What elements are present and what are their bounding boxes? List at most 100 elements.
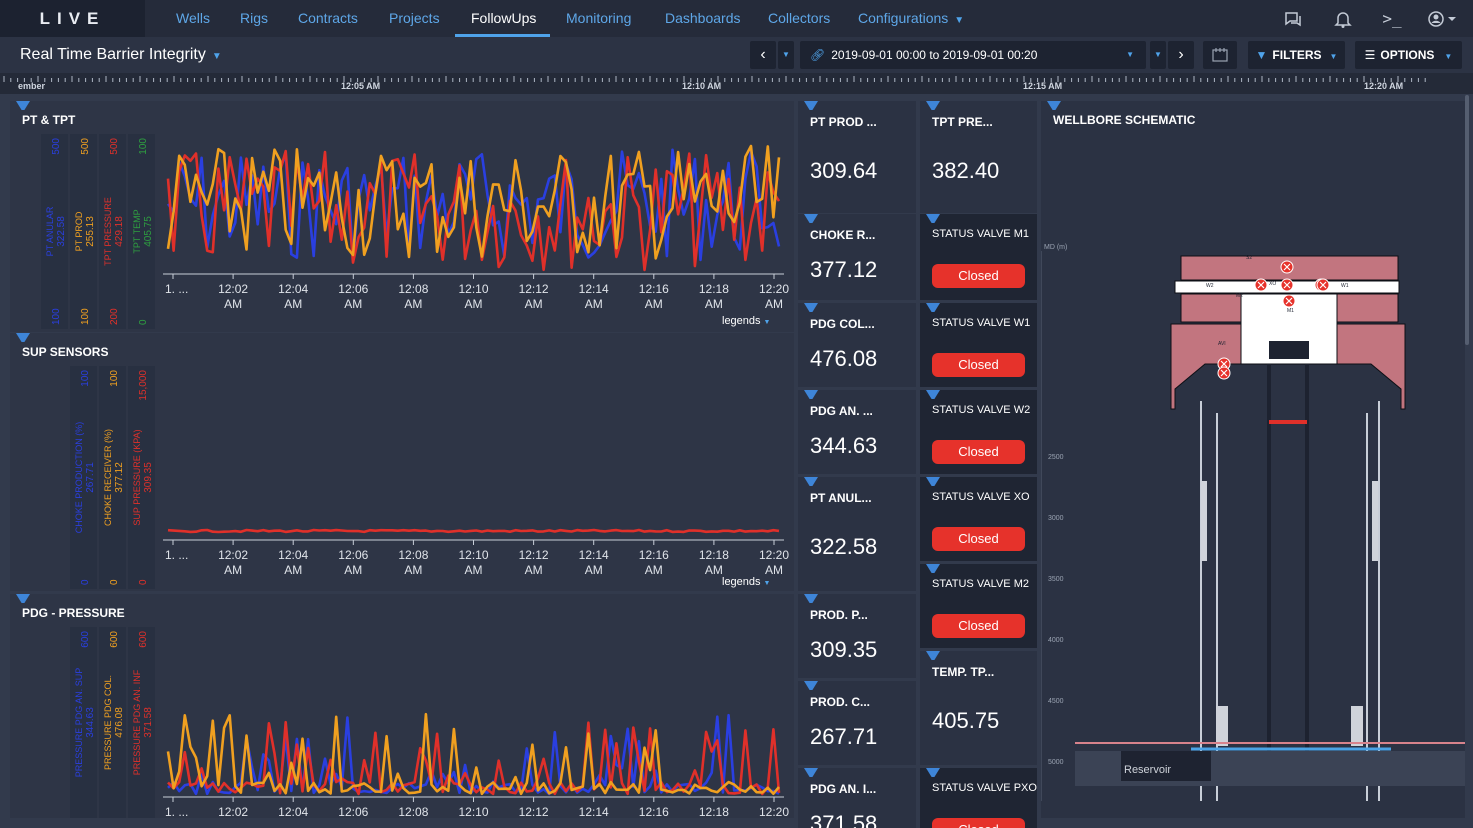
scrollbar[interactable] — [1465, 95, 1469, 345]
axis-min: 200 — [109, 308, 120, 325]
depth-label: 3000 — [1048, 515, 1064, 522]
closed-badge: Closed — [932, 614, 1025, 638]
filter-icon[interactable] — [926, 768, 940, 777]
filter-icon[interactable] — [926, 564, 940, 573]
pt-tpt-chart[interactable]: 500 100 PT ANULAR 322.58 500 100 PT PROD 255.13… — [10, 101, 794, 332]
status-tile[interactable]: STATUS VALVE XO Closed — [920, 477, 1037, 561]
filter-icon[interactable] — [804, 303, 818, 312]
value-tile[interactable]: PDG AN. I... 371.58 — [798, 768, 916, 828]
x-tick-label: 12:18 — [699, 805, 729, 818]
filter-icon[interactable] — [804, 390, 818, 399]
x-tick-am: AM — [224, 297, 242, 311]
nav-contracts[interactable]: Contracts — [298, 10, 358, 26]
user-menu-icon[interactable] — [1428, 9, 1458, 29]
value-tile[interactable]: PDG COL... 476.08 — [798, 303, 916, 387]
nav-followups[interactable]: FollowUps — [471, 10, 537, 26]
valve-x — [1220, 369, 1228, 377]
sup-sensors-chart[interactable]: 100 0 CHOKE PRODUCTION (%) 267.71 100 0 CHOKE … — [10, 333, 794, 591]
filter-icon[interactable] — [926, 651, 940, 660]
status-tile[interactable]: STATUS VALVE W1 Closed — [920, 303, 1037, 387]
axis-strip — [41, 134, 68, 329]
value-tile[interactable]: PROD. C... 267.71 — [798, 681, 916, 765]
filter-icon[interactable] — [804, 214, 818, 223]
bell-icon[interactable] — [1333, 9, 1353, 29]
status-tile[interactable]: STATUS VALVE M2 Closed — [920, 564, 1037, 648]
value-tile[interactable]: PT ANUL... 322.58 — [798, 477, 916, 591]
filter-icon[interactable] — [16, 101, 30, 110]
filter-icon[interactable] — [1047, 101, 1061, 110]
filter-icon[interactable] — [804, 477, 818, 486]
chevron-down-icon: ▼ — [1126, 50, 1134, 59]
options-label: OPTIONS — [1380, 48, 1435, 62]
chevron-down-icon: ▼ — [954, 15, 965, 26]
chevron-down-icon[interactable]: ▼ — [1150, 41, 1166, 69]
filter-icon[interactable] — [16, 333, 30, 342]
shoe — [1351, 706, 1363, 746]
status-tile[interactable]: STATUS VALVE M1 Closed — [920, 214, 1037, 300]
legends-label: legends — [722, 576, 761, 588]
value-tile[interactable]: PDG AN. ... 344.63 — [798, 390, 916, 474]
filters-label: FILTERS — [1272, 48, 1322, 62]
closed-badge: Closed — [932, 818, 1025, 828]
status-tile[interactable]: TEMP. TP... 405.75 — [920, 651, 1037, 765]
x-tick-am: AM — [585, 297, 603, 311]
filter-icon[interactable] — [804, 681, 818, 690]
prev-range-button[interactable]: ‹ — [750, 41, 776, 69]
axis-min: 100 — [51, 308, 62, 325]
tile-value: 267.71 — [810, 724, 878, 749]
nav-rigs[interactable]: Rigs — [240, 10, 269, 26]
filter-icon[interactable] — [926, 303, 940, 312]
filter-icon[interactable] — [16, 594, 30, 603]
status-tile[interactable]: STATUS VALVE PXO Closed — [920, 768, 1037, 828]
filter-icon[interactable] — [804, 768, 818, 777]
axis-name: PRESSURE PDG AN. INF — [132, 669, 142, 775]
filter-icon[interactable] — [804, 101, 818, 110]
timeline-scrubber[interactable]: ember 12:05 AM 12:10 AM 12:15 AM 12:20 A… — [0, 73, 1473, 94]
depth-label: 3500 — [1048, 576, 1064, 583]
reservoir-box — [1121, 751, 1211, 781]
packer — [1201, 481, 1207, 561]
status-tile[interactable]: TPT PRE... 382.40 — [920, 101, 1037, 213]
chevron-down-icon: ▼ — [763, 580, 771, 587]
x-tick-label: 12:16 — [639, 805, 669, 818]
axis-strip — [70, 366, 97, 589]
next-range-button[interactable]: › — [1168, 41, 1194, 69]
legends-toggle[interactable]: legends ▼ — [722, 315, 770, 327]
tile-title: STATUS VALVE M1 — [932, 228, 1029, 240]
nav-dashboards[interactable]: Dashboards — [665, 10, 741, 26]
filter-icon[interactable] — [926, 101, 940, 110]
chevron-down-icon[interactable]: ▼ — [778, 41, 794, 69]
time-range-select[interactable]: 🔗︎ 2019-09-01 00:00 to 2019-09-01 00:20 ▼ — [800, 41, 1146, 69]
dashboard-title[interactable]: Real Time Barrier Integrity ▼ — [20, 46, 222, 64]
legends-toggle[interactable]: legends ▼ — [722, 576, 770, 588]
x-tick-label: 12:02 — [218, 548, 248, 562]
nav-monitoring[interactable]: Monitoring — [566, 10, 632, 26]
x-tick-am: AM — [284, 297, 302, 311]
axis-min: 0 — [138, 579, 149, 585]
axis-name: PRESSURE PDG AN. SUP — [74, 668, 84, 778]
app-logo[interactable]: LIVE — [0, 0, 145, 37]
value-tile[interactable]: CHOKE R... 377.12 — [798, 214, 916, 300]
filter-icon[interactable] — [926, 214, 940, 223]
options-button[interactable]: ☰ OPTIONS ▼ — [1355, 41, 1462, 69]
value-tile[interactable]: PROD. P... 309.35 — [798, 594, 916, 678]
filter-icon[interactable] — [926, 390, 940, 399]
pdg-pressure-chart[interactable]: 600 PRESSURE PDG AN. SUP 344.63 600 PRESSURE… — [10, 594, 794, 818]
nav-wells[interactable]: Wells — [176, 10, 210, 26]
nav-configurations[interactable]: Configurations ▼ — [858, 0, 964, 37]
filter-icon[interactable] — [804, 594, 818, 603]
nav-collectors[interactable]: Collectors — [768, 10, 831, 26]
shoe — [1216, 706, 1228, 746]
wellbore-schematic[interactable]: MD (m) 2500 3000 3500 4000 4500 5000 Reservoir S… — [1041, 101, 1465, 818]
valve-label: W2 — [1206, 283, 1214, 289]
nav-projects[interactable]: Projects — [389, 10, 440, 26]
filters-button[interactable]: ▼ FILTERS ▼ — [1248, 41, 1345, 69]
calendar-icon[interactable] — [1203, 41, 1237, 69]
filter-icon[interactable] — [926, 477, 940, 486]
x-tick-label: 12:10 — [458, 282, 488, 296]
terminal-icon[interactable]: >_ — [1382, 9, 1402, 28]
status-tile[interactable]: STATUS VALVE W2 Closed — [920, 390, 1037, 474]
chat-icon[interactable] — [1283, 9, 1303, 29]
tile-value: 405.75 — [932, 708, 1000, 733]
value-tile[interactable]: PT PROD ... 309.64 — [798, 101, 916, 213]
